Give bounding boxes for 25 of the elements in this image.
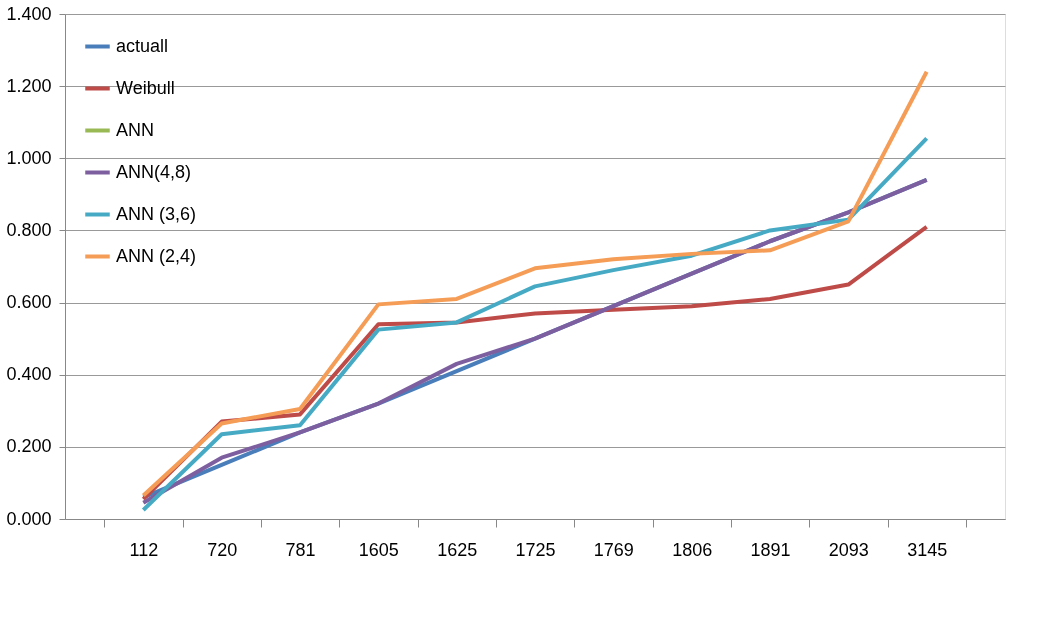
legend-label: ANN(4,8) [116,161,192,182]
x-tick-label: 781 [285,539,316,560]
legend-label: Weibull [116,77,175,98]
y-tick-label: 1.200 [6,75,52,96]
x-tick-label: 2093 [828,539,869,560]
y-tick-label: 0.800 [6,219,52,240]
y-tick-label: 0.000 [6,508,52,529]
legend-label: ANN [116,119,155,140]
x-tick-label: 1806 [672,539,713,560]
y-tick-label: 1.400 [6,3,52,24]
y-tick-label: 1.000 [6,147,52,168]
legend-label: ANN (3,6) [116,203,197,224]
y-tick-label: 0.600 [6,292,52,313]
y-tick-label: 0.200 [6,436,52,457]
x-tick-label: 1891 [750,539,791,560]
x-tick-label: 3145 [907,539,948,560]
x-tick-label: 1625 [437,539,478,560]
x-tick-label: 1605 [358,539,399,560]
y-tick-label: 0.400 [6,364,52,385]
x-tick-label: 720 [207,539,238,560]
x-tick-label: 1725 [515,539,556,560]
legend-label: actuall [116,35,169,56]
legend-label: ANN (2,4) [116,245,197,266]
x-tick-label: 1769 [593,539,634,560]
x-tick-label: 112 [129,539,159,560]
